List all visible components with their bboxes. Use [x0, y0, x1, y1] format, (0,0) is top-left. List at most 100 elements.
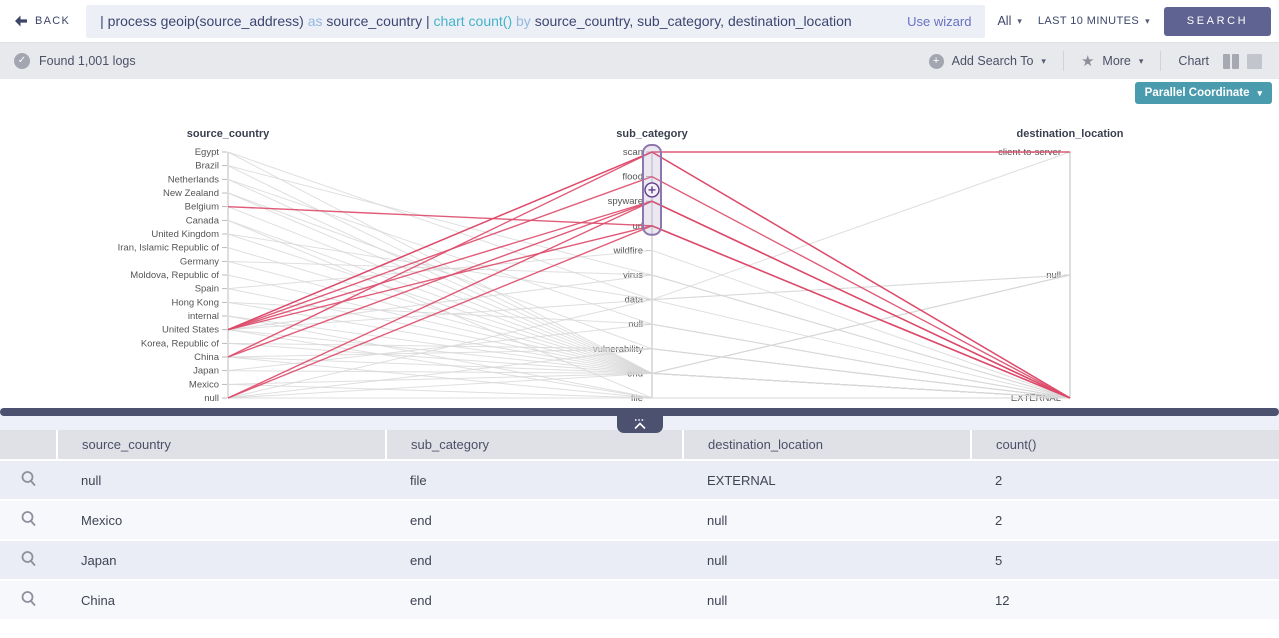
- divider: [1160, 51, 1162, 71]
- data-path[interactable]: [227, 323, 1071, 399]
- tick-label-source_country[interactable]: Belgium: [185, 202, 219, 213]
- highlighted-path[interactable]: [227, 225, 1071, 399]
- highlighted-path[interactable]: [227, 175, 1071, 399]
- chevron-down-icon: ▾: [1017, 15, 1022, 26]
- view-mode-group: Chart: [1161, 53, 1279, 69]
- tick-label-sub_category[interactable]: wildfire: [612, 245, 643, 256]
- table-cell: 2: [971, 460, 1279, 501]
- search-query-box[interactable]: | process geoip(source_address) as sourc…: [86, 4, 986, 38]
- table-cell: Japan: [57, 540, 386, 581]
- tick-label-source_country[interactable]: Brazil: [195, 161, 219, 172]
- tick-label-sub_category[interactable]: scan: [623, 147, 643, 158]
- highlighted-path[interactable]: [227, 151, 1071, 399]
- parallel-coordinates-chart[interactable]: source_country Egypt Brazil Netherlands New …: [0, 79, 1279, 408]
- axis-title-source_country: source_country: [187, 128, 270, 140]
- table-cell: Mexico: [57, 500, 386, 541]
- data-path[interactable]: [227, 260, 1071, 399]
- tick-label-source_country[interactable]: Canada: [186, 215, 220, 226]
- column-header-count[interactable]: count(): [971, 430, 1279, 461]
- tick-label-source_country[interactable]: Hong Kong: [171, 297, 219, 308]
- data-path[interactable]: [227, 260, 1071, 399]
- data-path[interactable]: [227, 342, 1071, 399]
- table-cell: China: [57, 580, 386, 621]
- tick-label-source_country[interactable]: United States: [162, 325, 219, 336]
- data-path[interactable]: [227, 233, 1071, 301]
- tick-label-source_country[interactable]: Iran, Islamic Republic of: [118, 243, 220, 254]
- query-token: |: [425, 13, 434, 29]
- tick-label-sub_category[interactable]: flood: [622, 172, 643, 183]
- magnifier-icon[interactable]: [20, 550, 37, 567]
- more-dropdown[interactable]: ★ More ▾: [1064, 52, 1160, 70]
- chevron-up-icon: [633, 419, 646, 430]
- full-view-icon[interactable]: [1247, 53, 1262, 69]
- tick-label-source_country[interactable]: Korea, Republic of: [141, 338, 220, 349]
- scope-dropdown[interactable]: All ▾: [997, 14, 1021, 28]
- search-query-input[interactable]: | process geoip(source_address) as sourc…: [100, 13, 852, 29]
- row-search-button[interactable]: [0, 500, 57, 541]
- highlighted-path[interactable]: [227, 200, 1071, 399]
- magnifier-icon[interactable]: [20, 470, 37, 487]
- status-bar: ✓ Found 1,001 logs + Add Search To ▾ ★ M…: [0, 42, 1279, 79]
- data-path[interactable]: [227, 342, 1071, 399]
- search-button[interactable]: SEARCH: [1164, 6, 1271, 36]
- found-logs-text: Found 1,001 logs: [39, 54, 136, 68]
- panel-divider[interactable]: [0, 408, 1279, 433]
- tick-label-sub_category[interactable]: spyware: [608, 196, 643, 207]
- tick-label-source_country[interactable]: Netherlands: [168, 174, 219, 185]
- chart-view-label: Chart: [1178, 54, 1209, 68]
- time-range-dropdown[interactable]: LAST 10 MINUTES ▾: [1038, 15, 1150, 27]
- tick-label-source_country[interactable]: China: [194, 352, 220, 363]
- back-button[interactable]: BACK: [0, 15, 86, 27]
- query-token: chart count(): [433, 13, 516, 29]
- table-cell: null: [57, 460, 386, 501]
- collapse-table-button[interactable]: [616, 416, 663, 433]
- tick-label-source_country[interactable]: Germany: [180, 256, 219, 267]
- data-path[interactable]: [227, 372, 1071, 399]
- table-cell: 12: [971, 580, 1279, 621]
- table-cell: null: [683, 540, 971, 581]
- tick-label-sub_category[interactable]: virus: [623, 270, 643, 281]
- back-label: BACK: [35, 15, 71, 27]
- table-cell: EXTERNAL: [683, 460, 971, 501]
- magnifier-icon[interactable]: [20, 590, 37, 607]
- use-wizard-link[interactable]: Use wizard: [907, 13, 972, 29]
- tick-label-source_country[interactable]: Japan: [193, 366, 219, 377]
- query-token: as: [307, 13, 327, 29]
- tick-label-source_country[interactable]: internal: [188, 311, 219, 322]
- tick-label-source_country[interactable]: Mexico: [189, 379, 219, 390]
- data-path[interactable]: [227, 274, 1071, 399]
- table-header-icon-col: [0, 430, 58, 461]
- chevron-down-icon: ▾: [1257, 87, 1262, 98]
- split-view-icon[interactable]: [1223, 53, 1239, 69]
- query-token: by: [516, 13, 535, 29]
- column-header-sub_category[interactable]: sub_category: [386, 430, 684, 461]
- query-token: | process geoip(source_address): [100, 13, 308, 29]
- row-search-button[interactable]: [0, 580, 57, 621]
- column-header-destination_location[interactable]: destination_location: [683, 430, 972, 461]
- star-icon[interactable]: ★: [1080, 53, 1095, 70]
- data-path[interactable]: [227, 249, 1071, 399]
- tick-label-source_country[interactable]: New Zealand: [163, 188, 219, 199]
- divider: [1062, 51, 1064, 71]
- tick-label-sub_category[interactable]: url: [632, 221, 643, 232]
- data-path[interactable]: [227, 356, 1070, 399]
- data-path[interactable]: [227, 274, 1071, 399]
- data-path[interactable]: [227, 299, 1071, 399]
- data-path[interactable]: [227, 348, 1071, 399]
- chevron-down-icon: ▾: [1145, 15, 1150, 26]
- tick-label-source_country[interactable]: Spain: [195, 284, 219, 295]
- tick-label-source_country[interactable]: United Kingdom: [151, 229, 219, 240]
- tick-label-source_country[interactable]: Egypt: [195, 147, 220, 158]
- table-header-row: source_country sub_category destination_lo…: [0, 430, 1279, 461]
- magnifier-icon[interactable]: [20, 510, 37, 527]
- chart-type-dropdown[interactable]: Parallel Coordinate ▾: [1134, 82, 1272, 104]
- tick-label-sub_category[interactable]: data: [625, 295, 644, 306]
- tick-label-source_country[interactable]: Moldova, Republic of: [130, 270, 219, 281]
- column-header-source_country[interactable]: source_country: [57, 430, 387, 461]
- table-cell: null: [683, 500, 971, 541]
- tick-label-sub_category[interactable]: null: [628, 319, 643, 330]
- add-search-to-dropdown[interactable]: + Add Search To ▾: [912, 53, 1063, 69]
- row-search-button[interactable]: [0, 540, 57, 581]
- tick-label-source_country[interactable]: null: [204, 393, 219, 404]
- row-search-button[interactable]: [0, 460, 57, 501]
